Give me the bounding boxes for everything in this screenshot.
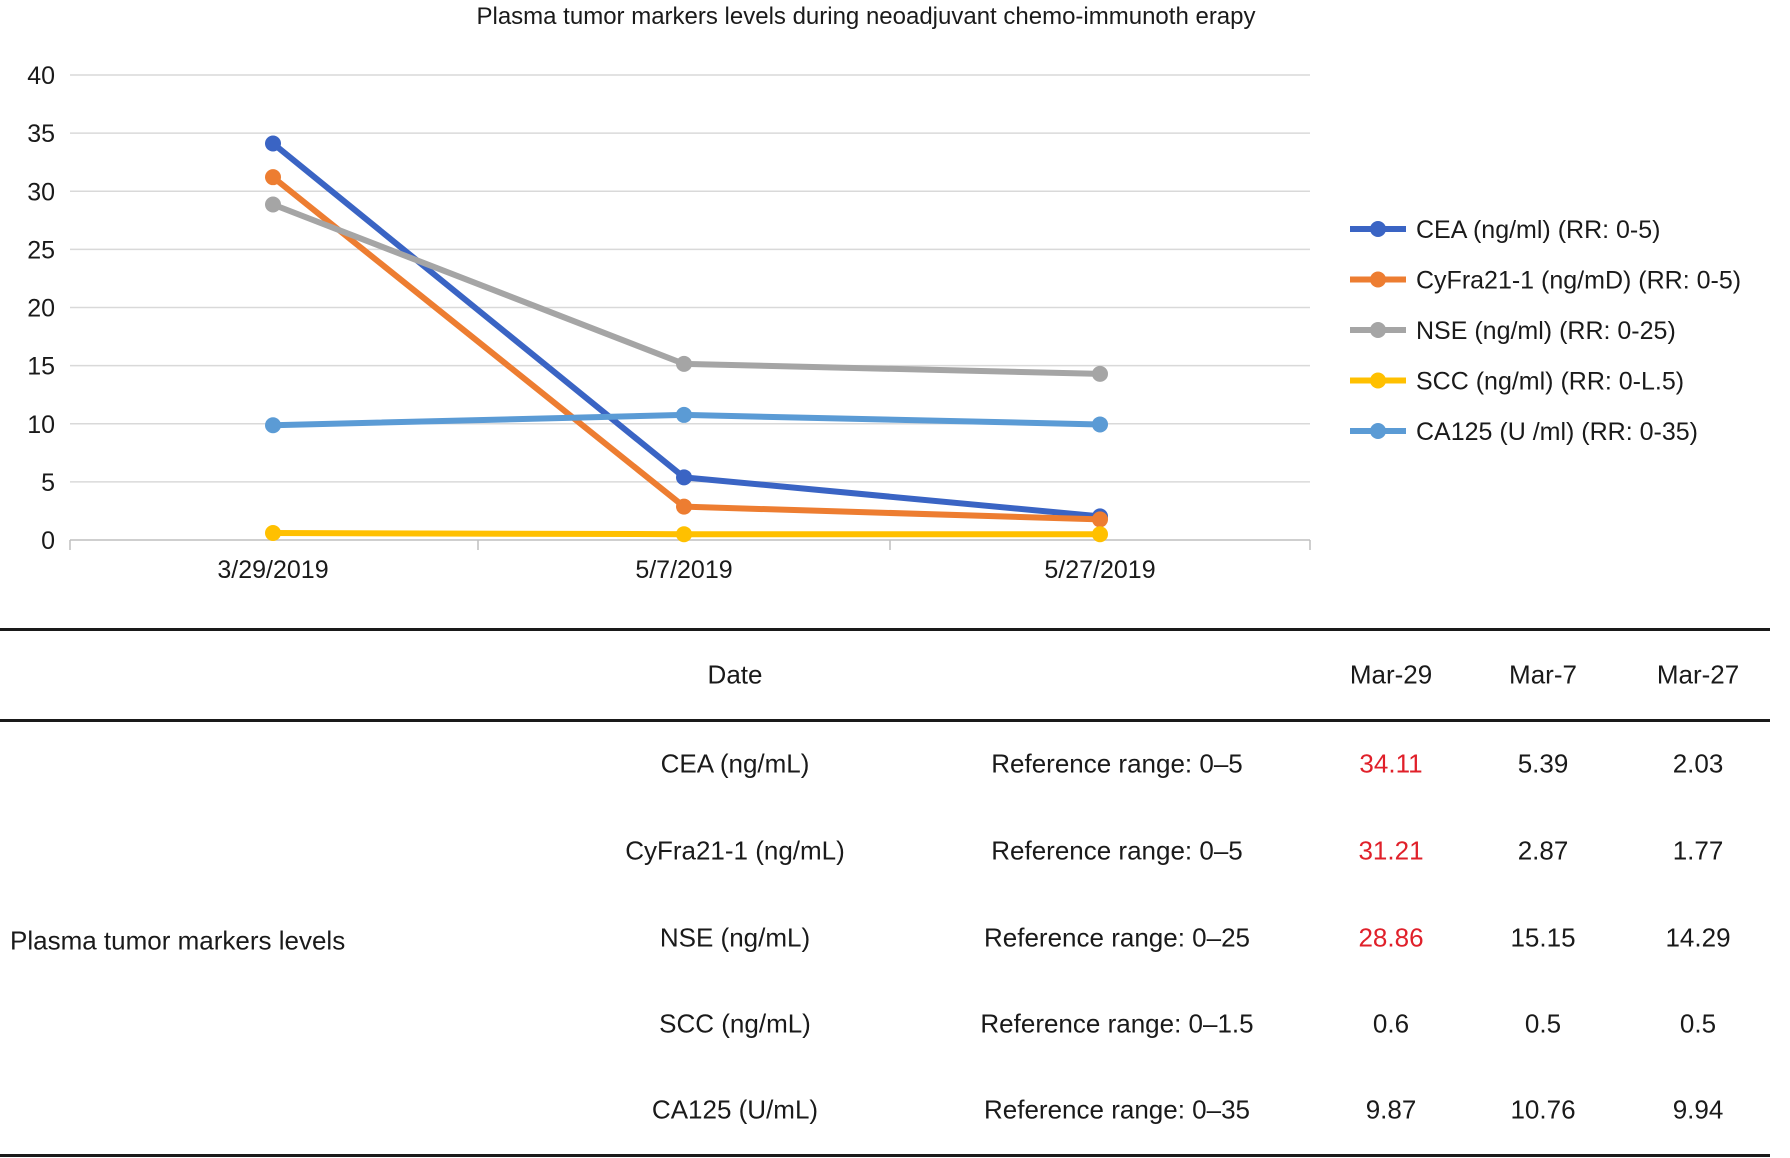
data-point	[676, 355, 692, 372]
data-point	[676, 469, 692, 486]
y-tick-label: 15	[27, 353, 55, 381]
table-value-cell: 14.29	[1665, 922, 1731, 953]
y-tick-label: 20	[27, 295, 55, 323]
table-value-cell: 2.03	[1672, 748, 1724, 779]
table-value-cell: 15.15	[1510, 922, 1576, 953]
legend-label: CyFra21-1 (ng/mD) (RR: 0-5)	[1416, 267, 1741, 295]
table-value-cell: 10.76	[1510, 1094, 1576, 1125]
table-value-cell: 0.6	[1372, 1008, 1410, 1039]
table-group-label: Plasma tumor markers levels	[10, 925, 346, 956]
chart-legend: CEA (ng/ml) (RR: 0-5) CyFra21-1 (ng/mD) (…	[1350, 216, 1741, 446]
legend-label: NSE (ng/ml) (RR: 0-25)	[1416, 317, 1676, 345]
table-value-cell: 5.39	[1517, 748, 1569, 779]
data-point	[265, 417, 281, 434]
table-header-column: Mar-7	[1509, 659, 1577, 690]
y-tick-label: 40	[27, 62, 55, 90]
legend-label: CA125 (U /ml) (RR: 0-35)	[1416, 418, 1698, 446]
x-tick-label: 5/27/2019	[1044, 556, 1155, 584]
table-value-cell: 31.21	[1358, 835, 1424, 866]
table-marker-name: NSE (ng/mL)	[659, 922, 811, 953]
table-header-column: Mar-27	[1656, 659, 1740, 690]
table-reference-range: Reference range: 0–5	[991, 748, 1243, 779]
table-value-cell: 9.94	[1672, 1094, 1724, 1125]
table-marker-name: CA125 (U/mL)	[651, 1094, 819, 1125]
table-marker-name: CyFra21-1 (ng/mL)	[625, 835, 845, 866]
table-marker-name: SCC (ng/mL)	[659, 1008, 811, 1039]
table-value-cell: 0.5	[1524, 1008, 1562, 1039]
table-header-date: Date	[707, 659, 763, 690]
table-reference-range: Reference range: 0–35	[984, 1094, 1250, 1125]
table-value-cell: 9.87	[1365, 1094, 1417, 1125]
table-header-rule	[0, 719, 1770, 722]
legend-swatch-marker	[1370, 271, 1386, 288]
data-point	[1092, 365, 1108, 382]
table-reference-range: Reference range: 0–5	[991, 835, 1243, 866]
y-tick-label: 25	[27, 236, 55, 264]
legend-swatch-marker	[1370, 423, 1386, 439]
chart-series	[265, 135, 1108, 543]
series-line	[270, 174, 1103, 523]
table-reference-range: Reference range: 0–25	[984, 922, 1250, 953]
data-point	[265, 196, 281, 213]
y-tick-label: 5	[41, 469, 55, 497]
y-tick-label: 10	[27, 411, 55, 439]
legend-swatch-marker	[1370, 322, 1386, 338]
data-point	[1092, 526, 1108, 543]
data-point	[1092, 416, 1108, 433]
line-chart: Plasma tumor markers levels during neoad…	[27, 3, 1741, 584]
data-point	[265, 135, 281, 152]
data-point	[676, 406, 692, 423]
x-tick-label: 3/29/2019	[217, 556, 328, 584]
table-value-cell: 0.5	[1679, 1008, 1717, 1039]
series-line	[270, 201, 1103, 377]
table-reference-range: Reference range: 0–1.5	[980, 1008, 1254, 1039]
chart-title: Plasma tumor markers levels during neoad…	[476, 3, 1255, 30]
data-point	[1092, 511, 1108, 528]
chart-axes: 0 5 10 15 20 25 30 35 40 3/29/2019 5/7/2019 5/27/20…	[27, 62, 1311, 584]
data-point	[265, 169, 281, 186]
legend-swatch-marker	[1370, 221, 1386, 237]
legend-swatch-marker	[1370, 372, 1386, 389]
legend-label: SCC (ng/ml) (RR: 0-L.5)	[1416, 368, 1684, 396]
y-tick-label: 0	[41, 527, 55, 555]
series-line	[270, 140, 1103, 520]
y-tick-label: 35	[27, 120, 55, 148]
chart-gridlines	[70, 74, 1310, 483]
legend-label: CEA (ng/ml) (RR: 0-5)	[1416, 216, 1660, 244]
table-header-column: Mar-29	[1349, 659, 1433, 690]
table-value-cell: 28.86	[1358, 922, 1424, 953]
table-value-cell: 34.11	[1359, 748, 1423, 779]
x-tick-label: 5/7/2019	[635, 556, 732, 584]
table-top-rule	[0, 628, 1770, 631]
y-tick-label: 30	[27, 178, 55, 206]
table-value-cell: 2.87	[1517, 835, 1569, 866]
data-point	[676, 498, 692, 515]
data-point	[265, 525, 281, 542]
table-bottom-rule	[0, 1154, 1770, 1157]
table-marker-name: CEA (ng/mL)	[660, 748, 810, 779]
table-value-cell: 1.77	[1672, 835, 1724, 866]
data-point	[676, 526, 692, 543]
